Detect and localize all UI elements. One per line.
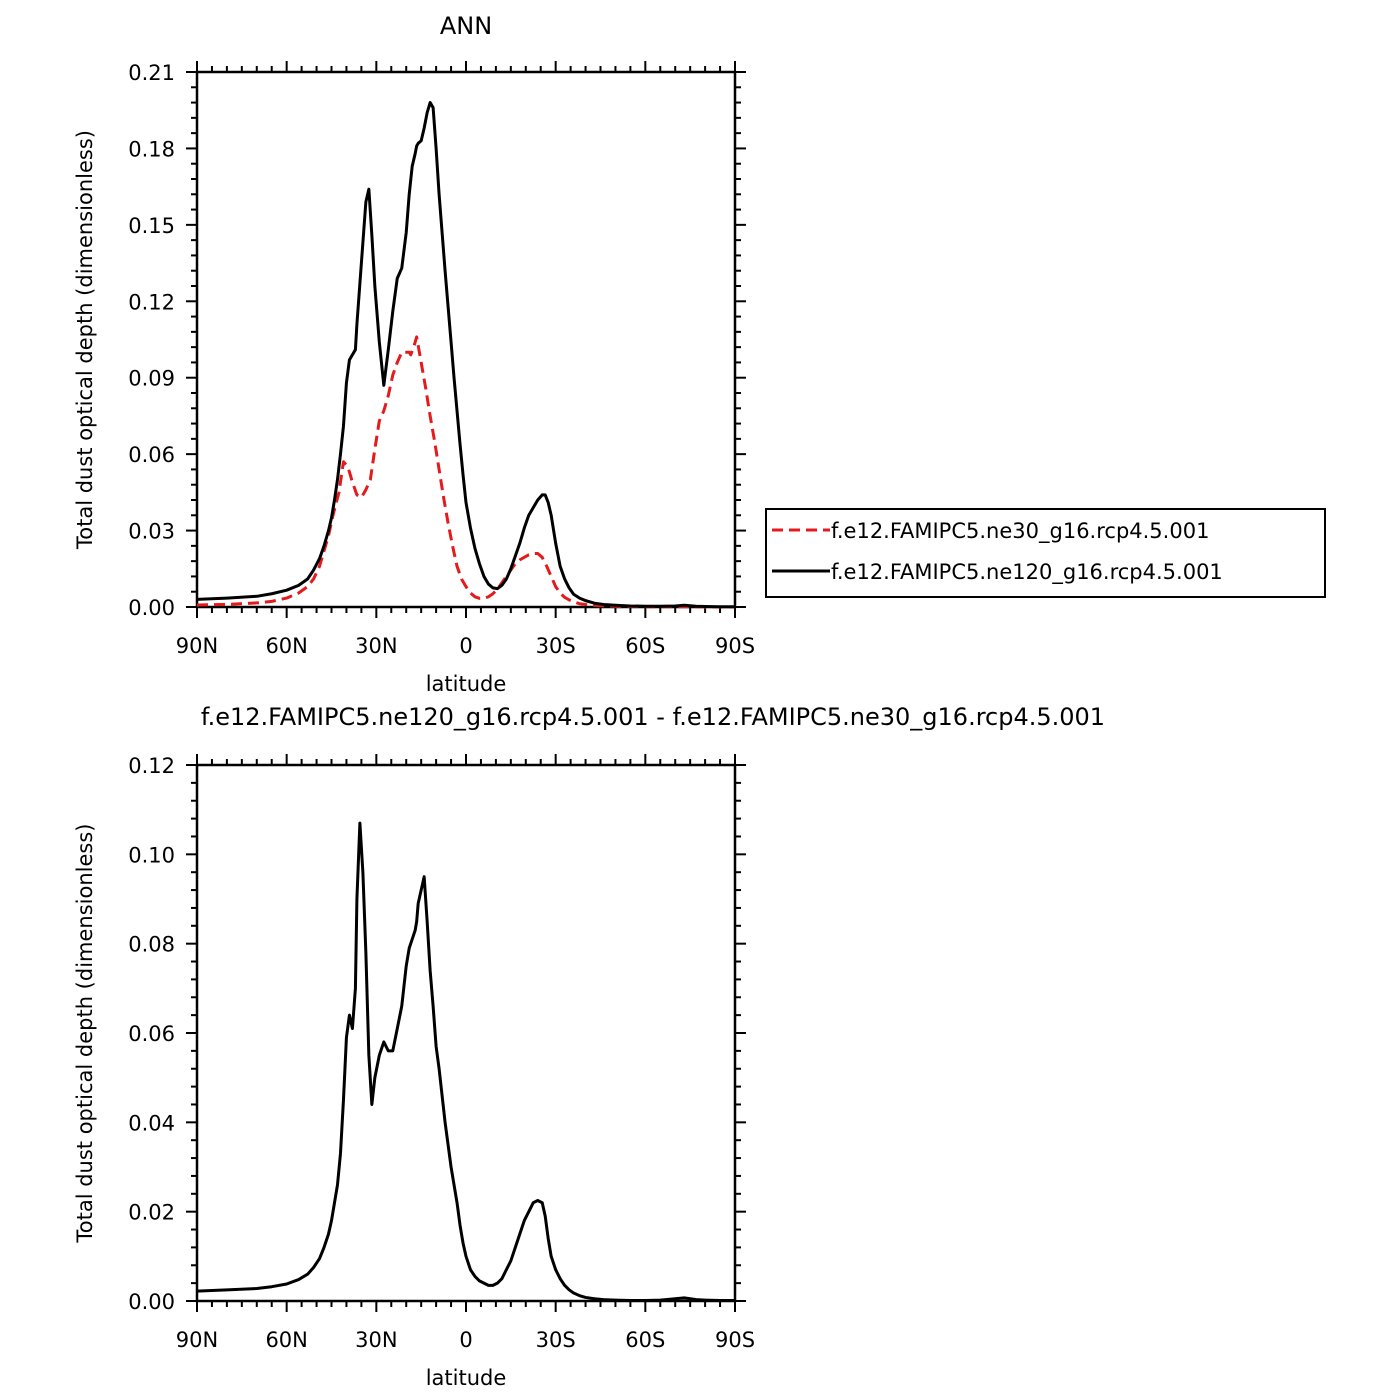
y-tick-label: 0.06	[128, 1022, 175, 1046]
x-tick-label: 90S	[715, 634, 755, 658]
y-tick-label: 0.09	[128, 367, 175, 391]
legend-label-1: f.e12.FAMIPC5.ne30_g16.rcp4.5.001	[831, 519, 1209, 544]
chart-panel-1: ANN 90N 60N 30N 0 30S 60S 90S 0.00 0.03 0.06 0.09 0.…	[73, 12, 1326, 696]
y-tick-label: 0.15	[128, 214, 175, 238]
y-tick-label: 0.02	[128, 1201, 175, 1225]
x-tick-label: 0	[459, 634, 472, 658]
x-axis-label: latitude	[426, 1366, 507, 1390]
series-line-1	[196, 335, 735, 609]
chart-title: ANN	[440, 12, 492, 40]
y-tick-label: 0.10	[128, 843, 175, 867]
x-axis-label: latitude	[426, 672, 507, 696]
legend-box	[765, 508, 1326, 598]
plot-frame	[195, 763, 737, 1303]
x-tick-label: 60S	[625, 634, 665, 658]
y-tick-label: 0.03	[128, 520, 175, 544]
x-tick-label: 0	[459, 1328, 472, 1352]
x-tick-label: 30N	[355, 1328, 397, 1352]
y-axis-label: Total dust optical depth (dimensionless)	[73, 130, 97, 550]
y-tick-label: 0.00	[128, 596, 175, 620]
y-tick-label: 0.06	[128, 443, 175, 467]
series-line-2	[196, 101, 735, 609]
series-line-1	[196, 821, 735, 1303]
chart-panel-2: f.e12.FAMIPC5.ne120_g16.rcp4.5.001 - f.e…	[73, 703, 1105, 1390]
x-tick-label: 60N	[265, 1328, 307, 1352]
x-tick-label: 60N	[265, 634, 307, 658]
y-axis-label: Total dust optical depth (dimensionless)	[73, 824, 97, 1244]
y-tick-label: 0.12	[128, 754, 175, 778]
x-tick-label: 90N	[176, 1328, 218, 1352]
x-tick-label: 90N	[176, 634, 218, 658]
x-tick-label: 30N	[355, 634, 397, 658]
chart-title: f.e12.FAMIPC5.ne120_g16.rcp4.5.001 - f.e…	[201, 703, 1105, 731]
y-tick-label: 0.08	[128, 933, 175, 957]
y-tick-label: 0.04	[128, 1111, 175, 1135]
y-tick-label: 0.00	[128, 1290, 175, 1314]
x-tick-label: 30S	[536, 634, 576, 658]
legend-label-2: f.e12.FAMIPC5.ne120_g16.rcp4.5.001	[831, 560, 1223, 585]
y-tick-label: 0.18	[128, 137, 175, 161]
y-tick-label: 0.21	[128, 61, 175, 85]
plot-frame	[195, 70, 737, 609]
x-tick-label: 60S	[625, 1328, 665, 1352]
x-tick-label: 30S	[536, 1328, 576, 1352]
y-tick-label: 0.12	[128, 290, 175, 314]
legend: f.e12.FAMIPC5.ne30_g16.rcp4.5.001 f.e12.F…	[765, 508, 1326, 598]
x-tick-label: 90S	[715, 1328, 755, 1352]
